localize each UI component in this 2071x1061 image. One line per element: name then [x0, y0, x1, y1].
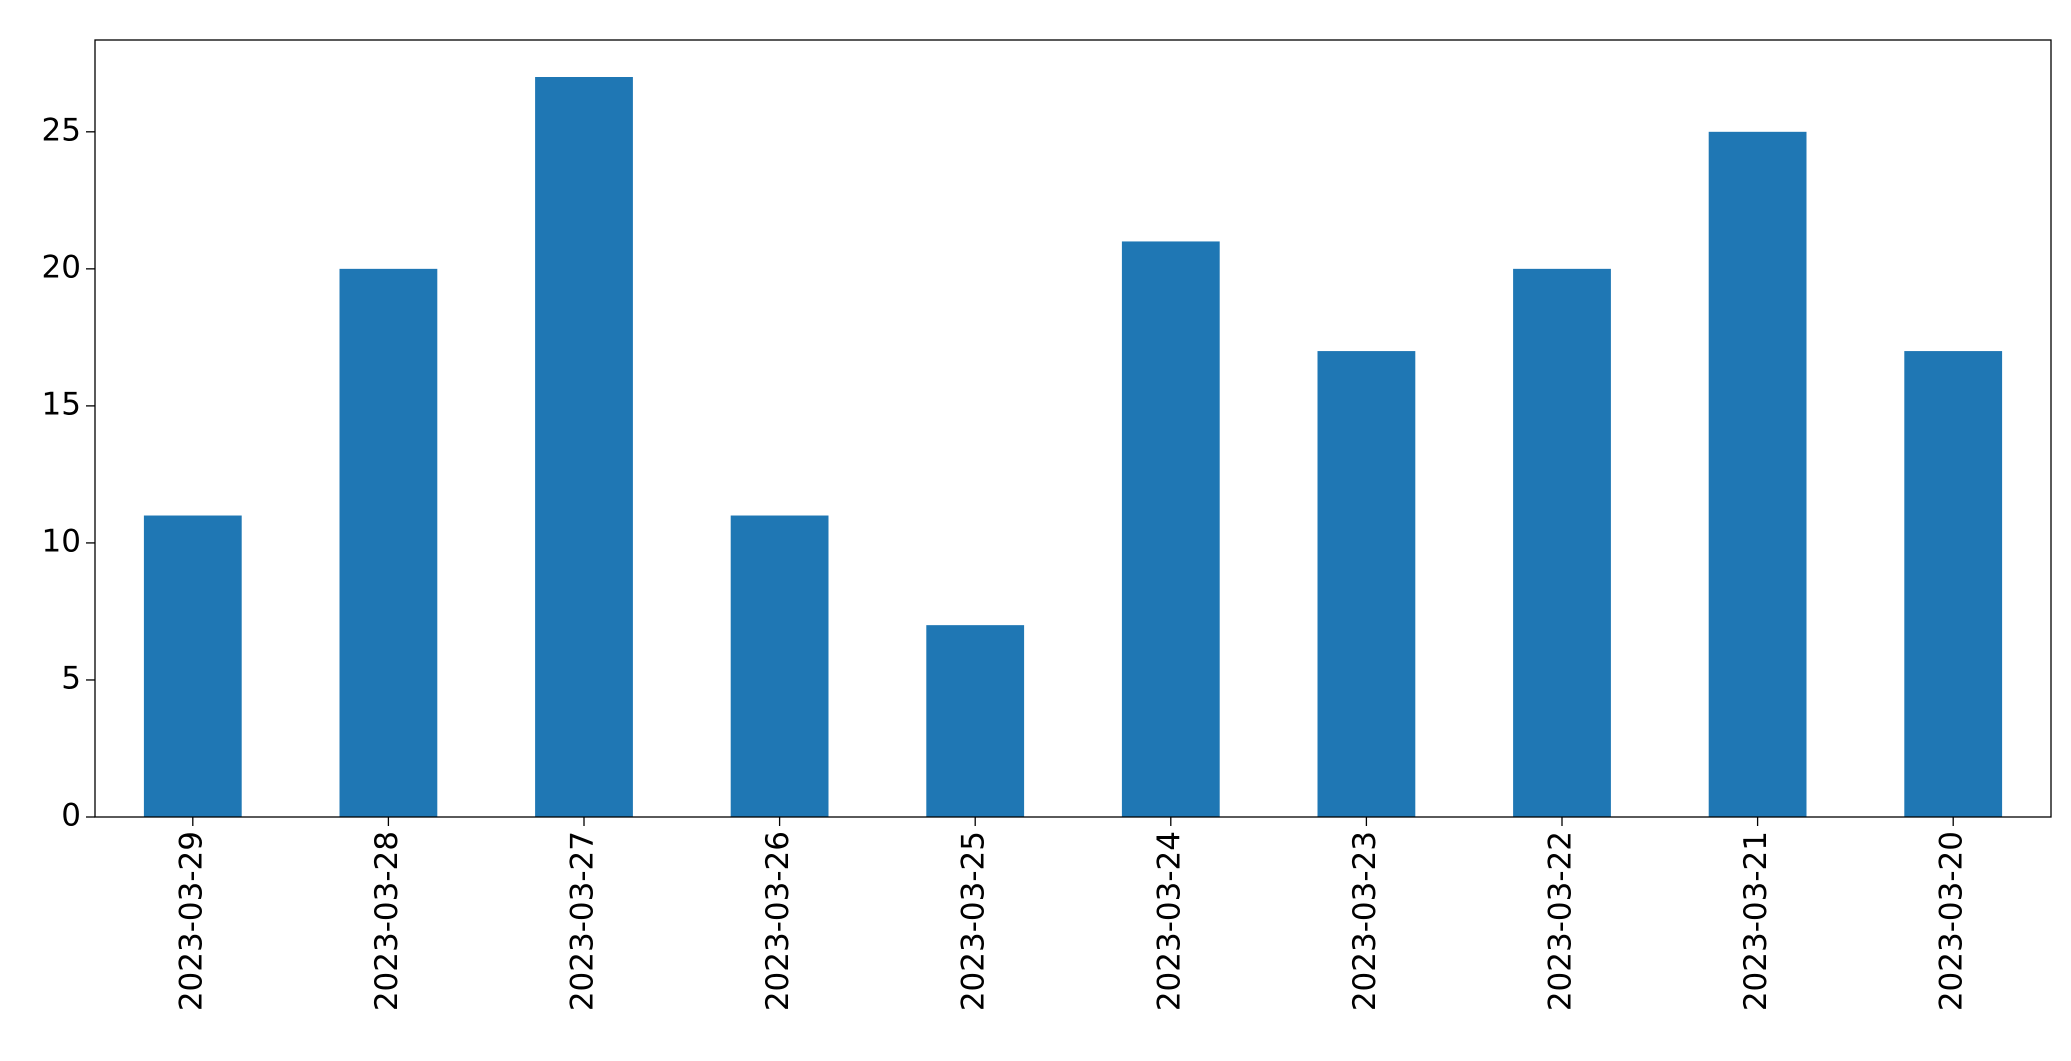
bar: [535, 77, 633, 817]
x-tick-label: 2023-03-22: [1543, 831, 1579, 1011]
x-tick-label: 2023-03-20: [1934, 831, 1970, 1011]
bar: [1121, 241, 1220, 817]
y-tick-label: 25: [42, 112, 81, 148]
bar: [1708, 131, 1807, 817]
bar: [1904, 351, 2003, 817]
x-tick-label: 2023-03-21: [1738, 831, 1774, 1011]
bar: [1513, 268, 1611, 818]
bar: [339, 268, 438, 818]
bar: [926, 625, 1025, 817]
x-tick-label: 2023-03-26: [760, 831, 796, 1011]
plot-frame: [94, 39, 2052, 818]
x-tick-label: 2023-03-23: [1347, 831, 1383, 1011]
y-tick-label: 20: [42, 249, 81, 285]
y-tick-label: 10: [42, 523, 81, 559]
x-tick-label: 2023-03-29: [173, 831, 209, 1011]
bar: [143, 515, 242, 817]
x-tick-label: 2023-03-24: [1151, 831, 1187, 1011]
y-tick-label: 5: [61, 660, 81, 696]
x-tick-label: 2023-03-25: [956, 831, 992, 1011]
y-tick-label: 15: [42, 386, 81, 422]
x-tick-label: 2023-03-27: [565, 831, 601, 1011]
bar: [1317, 351, 1416, 817]
x-tick-label: 2023-03-28: [369, 831, 405, 1011]
bar: [730, 515, 829, 817]
y-tick-label: 0: [61, 798, 81, 834]
